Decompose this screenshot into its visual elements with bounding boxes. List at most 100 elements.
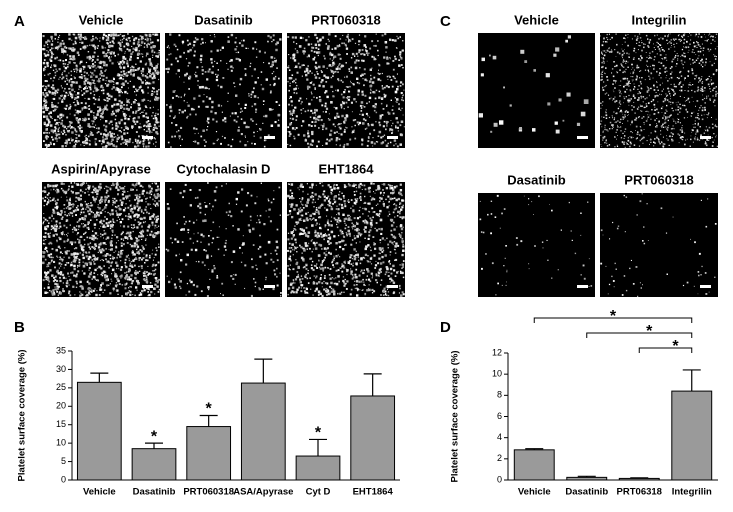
platelet (47, 124, 50, 127)
platelet (270, 66, 272, 68)
platelet (104, 55, 107, 58)
platelet (45, 110, 46, 111)
platelet (279, 187, 281, 189)
platelet (46, 250, 48, 252)
platelet (358, 60, 360, 62)
platelet (71, 138, 72, 139)
platelet (181, 228, 183, 230)
platelet (343, 197, 345, 199)
platelet (310, 143, 312, 145)
platelet (237, 228, 239, 230)
platelet (181, 96, 183, 98)
platelet (136, 238, 138, 240)
platelet (84, 81, 85, 82)
platelet (380, 116, 381, 117)
platelet (233, 274, 234, 275)
platelet (205, 106, 207, 108)
platelet (346, 280, 348, 282)
platelet (308, 146, 310, 148)
platelet (132, 265, 133, 266)
platelet (316, 37, 318, 39)
platelet (325, 226, 326, 227)
platelet (157, 133, 159, 135)
platelet (322, 270, 324, 272)
platelet (376, 90, 378, 92)
platelet (110, 249, 112, 251)
platelet (358, 232, 361, 235)
platelet (115, 247, 117, 249)
platelet (303, 207, 305, 209)
platelet (79, 38, 81, 40)
platelet (376, 141, 377, 142)
platelet (328, 118, 329, 119)
platelet (136, 95, 137, 96)
platelet (138, 39, 140, 41)
platelet (137, 70, 138, 71)
platelet (123, 70, 125, 72)
platelet (331, 70, 334, 73)
platelet (336, 115, 337, 116)
platelet (53, 261, 55, 263)
platelet (93, 217, 94, 218)
platelet (67, 93, 68, 94)
platelet (116, 207, 117, 208)
platelet (43, 132, 45, 134)
platelet (322, 262, 323, 263)
platelet (338, 235, 339, 236)
platelet (276, 268, 278, 270)
platelet (641, 42, 642, 43)
platelet (157, 227, 158, 228)
platelet (175, 255, 177, 257)
platelet (380, 284, 381, 285)
platelet (169, 115, 170, 116)
platelet (346, 283, 347, 284)
platelet (115, 210, 117, 212)
platelet (75, 247, 77, 249)
platelet (355, 276, 358, 279)
platelet (82, 118, 83, 119)
platelet (91, 44, 93, 46)
platelet (291, 192, 293, 194)
platelet (129, 258, 130, 259)
platelet (114, 198, 116, 200)
platelet (359, 216, 361, 218)
platelet (252, 266, 254, 268)
platelet (364, 68, 366, 70)
platelet (299, 245, 301, 247)
platelet (370, 182, 372, 184)
platelet (394, 77, 396, 79)
platelet (371, 124, 373, 126)
platelet (266, 262, 268, 264)
platelet (381, 251, 383, 253)
platelet (302, 50, 305, 53)
platelet (268, 241, 271, 244)
platelet (348, 233, 350, 235)
platelet (97, 56, 98, 57)
platelet (365, 248, 368, 251)
platelet (128, 118, 130, 120)
platelet (275, 121, 277, 123)
platelet (44, 205, 45, 206)
platelet (218, 139, 219, 140)
platelet (152, 50, 154, 52)
platelet (131, 104, 132, 105)
platelet (328, 220, 329, 221)
platelet (130, 237, 132, 239)
platelet (399, 213, 401, 215)
platelet (396, 185, 398, 187)
platelet (97, 274, 98, 275)
platelet (112, 261, 114, 263)
platelet (360, 257, 362, 259)
platelet (354, 56, 355, 57)
platelet (354, 237, 356, 239)
platelet (398, 103, 400, 105)
platelet (88, 228, 90, 230)
platelet (75, 197, 77, 199)
platelet (147, 260, 149, 262)
platelet (301, 220, 302, 221)
platelet (104, 230, 105, 231)
platelet (102, 146, 103, 147)
platelet (229, 61, 230, 62)
platelet (357, 121, 359, 123)
platelet (315, 62, 317, 64)
